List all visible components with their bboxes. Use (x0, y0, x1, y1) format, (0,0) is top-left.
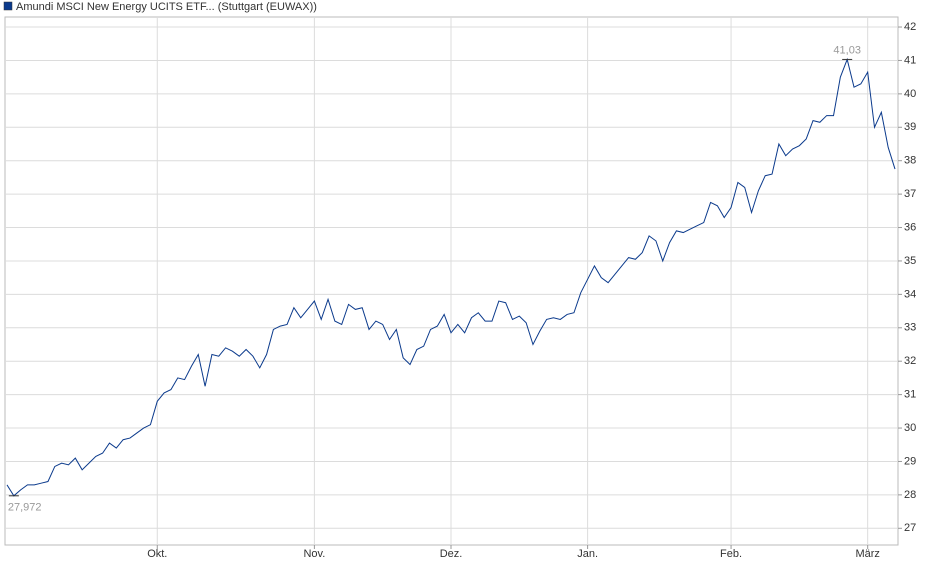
y-tick-label: 35 (904, 255, 916, 267)
legend-swatch (3, 1, 13, 11)
y-tick-label: 36 (904, 221, 916, 233)
y-tick-label: 32 (904, 355, 916, 367)
y-tick-label: 39 (904, 121, 916, 133)
x-tick-label: Jan. (577, 548, 598, 560)
y-tick-label: 28 (904, 489, 916, 501)
y-tick-label: 29 (904, 455, 916, 467)
y-tick-label: 37 (904, 188, 916, 200)
annotation-label: 41,03 (833, 44, 861, 56)
annotation-label: 27,972 (8, 502, 42, 514)
x-tick-label: Nov. (303, 548, 325, 560)
legend-label: Amundi MSCI New Energy UCITS ETF... (Stu… (16, 1, 317, 13)
price-line (6, 57, 896, 497)
y-tick-label: 40 (904, 88, 916, 100)
y-tick-label: 41 (904, 54, 916, 66)
y-tick-label: 34 (904, 288, 916, 300)
y-tick-label: 27 (904, 522, 916, 534)
y-tick-label: 42 (904, 21, 916, 33)
x-tick-label: Dez. (440, 548, 463, 560)
x-tick-label: März (855, 548, 879, 560)
y-tick-label: 30 (904, 422, 916, 434)
x-tick-label: Okt. (147, 548, 167, 560)
y-tick-label: 38 (904, 155, 916, 167)
y-tick-label: 33 (904, 322, 916, 334)
y-tick-label: 31 (904, 389, 916, 401)
x-tick-label: Feb. (720, 548, 742, 560)
